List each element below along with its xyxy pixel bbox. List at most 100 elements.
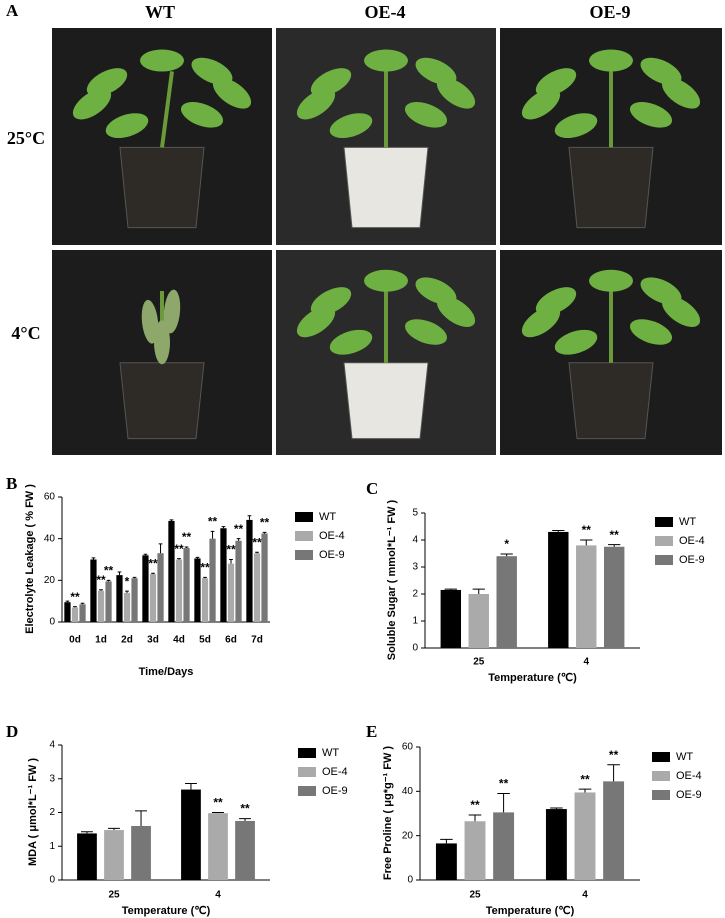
error-bar [91,557,96,560]
error-bar [177,558,181,560]
plant-pot [119,146,205,229]
bar [603,781,625,880]
error-bar [117,571,122,576]
x-tick-label: 4d [173,635,185,646]
significance: ** [104,564,114,578]
panel-label: A [6,1,19,20]
x-tick-label: 25 [469,890,481,901]
y-tick-label: 4 [49,740,55,751]
significance: * [125,574,130,588]
x-tick-label: 5d [199,635,211,646]
x-axis-title: Temperature (℃) [488,672,577,684]
legend-label: WT [679,516,696,528]
x-tick-label: 1d [95,635,107,646]
bar [79,604,86,622]
significance: ** [609,748,619,762]
bar [131,578,138,622]
plant-leaf [661,77,701,109]
significance: ** [234,522,244,536]
row-header: 25°C [7,128,45,148]
legend-label: OE-4 [322,766,348,778]
plant-leaf [436,295,476,328]
y-tick-label: 1 [412,616,418,627]
plant-leaf [364,269,408,292]
error-bar [262,531,267,534]
bar [116,575,123,622]
plant-leaf [535,68,577,97]
legend-swatch [295,531,313,541]
error-bar [236,538,241,541]
error-bar [108,827,120,831]
legend-label: OE-9 [322,785,348,797]
bar [123,592,131,622]
y-tick-label: 4 [412,535,418,546]
legend-label: OE-9 [676,789,702,801]
y-tick-label: 1 [49,841,55,852]
y-tick-label: 2 [49,807,55,818]
bar [440,589,462,648]
y-tick-label: 40 [402,786,414,797]
error-bar [608,544,621,547]
significance: ** [213,796,223,810]
bar [142,555,149,622]
legend-swatch [655,517,673,527]
y-axis-title: Free Proline ( μg*g⁻¹ FW ) [382,746,394,880]
bar [201,578,209,622]
legend-label: OE-4 [319,530,345,542]
bar [175,559,183,622]
bar [253,553,261,622]
significance: * [504,537,509,551]
legend-swatch [655,536,673,546]
column-header: OE-4 [364,2,405,22]
legend-swatch [652,790,670,800]
error-bar [203,576,207,579]
bar [220,528,227,622]
error-bar [444,588,457,590]
y-axis-title: Soluble Sugar ( mmol*L⁻¹ FW ) [386,499,398,660]
y-tick-label: 2 [412,589,418,600]
significance: ** [70,590,80,604]
error-bar [99,589,103,591]
significance: ** [470,798,480,812]
x-tick-label: 6d [225,635,237,646]
plant-leaf [296,306,336,338]
error-bar [468,814,482,822]
error-bar [143,553,148,556]
plant-pot [343,146,429,229]
x-tick-label: 7d [251,635,263,646]
error-bar [195,556,200,559]
error-bar [158,543,163,554]
error-bar [125,590,129,593]
plant-leaf [72,88,112,120]
significance: ** [200,561,210,575]
plant-leaf [661,295,701,328]
plant-pot [568,362,654,440]
legend-label: WT [319,511,336,523]
error-bar [247,515,252,520]
error-bar [80,602,85,605]
bar [576,545,597,648]
bar [548,531,569,648]
x-axis-title: Temperature (℃) [122,905,211,917]
panel-label: D [6,722,18,741]
plant-leaf [154,320,170,365]
bar [183,548,190,622]
column-header: WT [145,2,175,22]
bar [227,563,235,622]
bar [496,556,517,648]
bar [603,546,625,648]
column-header: OE-9 [589,2,630,22]
plant-pot [343,362,429,440]
y-tick-label: 3 [412,562,418,573]
plant-leaf [589,49,633,72]
plant-leaf [329,113,373,139]
y-tick-label: 20 [402,830,414,841]
y-tick-label: 3 [49,773,55,784]
error-bar [132,576,137,579]
legend-label: OE-9 [319,549,345,561]
error-bar [440,838,453,844]
bar [104,830,124,880]
y-tick-label: 40 [44,533,56,544]
plant-leaf [364,49,408,72]
